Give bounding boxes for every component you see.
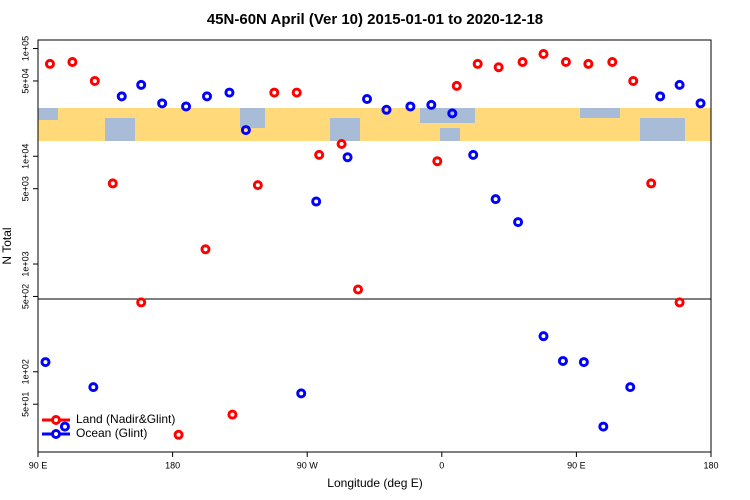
y-tick-label: 1e+02: [20, 359, 30, 384]
x-tick-label: 180: [703, 460, 718, 470]
point: [432, 156, 443, 167]
point: [557, 355, 568, 366]
x-tick-label: 0: [439, 460, 444, 470]
x-axis-label: Longitude (deg E): [327, 476, 422, 490]
chart-title: 45N-60N April (Ver 10) 2015-01-01 to 202…: [207, 11, 543, 28]
point: [224, 87, 235, 98]
point: [107, 178, 118, 189]
point: [296, 388, 307, 399]
point: [451, 80, 462, 91]
point: [311, 196, 322, 207]
point: [426, 99, 437, 110]
point: [583, 58, 594, 69]
point: [116, 91, 127, 102]
point: [674, 79, 685, 90]
point: [89, 75, 100, 86]
legend-label: Land (Nadir&Glint): [76, 412, 175, 426]
y-tick-label: 5e+01: [20, 392, 30, 417]
point: [674, 297, 685, 308]
point: [538, 48, 549, 59]
point: [44, 58, 55, 69]
point: [136, 79, 147, 90]
point: [67, 56, 78, 67]
y-tick-label: 1e+04: [20, 144, 30, 169]
legend-marker: [51, 415, 61, 425]
point: [252, 180, 263, 191]
y-tick-label: 1e+03: [20, 251, 30, 276]
x-tick-label: 180: [165, 460, 180, 470]
point: [353, 284, 364, 295]
point: [468, 149, 479, 160]
point: [447, 108, 458, 119]
point: [201, 91, 212, 102]
point: [538, 331, 549, 342]
point: [269, 87, 280, 98]
point: [88, 382, 99, 393]
point: [560, 56, 571, 67]
point: [173, 429, 184, 440]
map-strip: [38, 108, 711, 141]
point: [405, 101, 416, 112]
x-tick-label: 90 W: [297, 460, 319, 470]
point: [655, 91, 666, 102]
point: [291, 87, 302, 98]
point: [513, 217, 524, 228]
point: [240, 125, 251, 136]
point: [200, 244, 211, 255]
legend-marker: [51, 429, 61, 439]
point: [362, 94, 373, 105]
y-tick-label: 5e+02: [20, 284, 30, 309]
y-axis-label: N Total: [0, 227, 14, 264]
point: [136, 297, 147, 308]
plot-frame: [37, 39, 712, 453]
point: [314, 149, 325, 160]
y-tick-label: 1e+05: [20, 36, 30, 61]
point: [607, 56, 618, 67]
point: [59, 421, 70, 432]
point: [472, 58, 483, 69]
x-tick-label: 90 E: [29, 460, 48, 470]
point: [578, 357, 589, 368]
point: [625, 382, 636, 393]
point: [646, 178, 657, 189]
point: [227, 409, 238, 420]
point: [493, 62, 504, 73]
point: [381, 104, 392, 115]
point: [181, 101, 192, 112]
point: [628, 75, 639, 86]
point: [342, 152, 353, 163]
y-tick-label: 5e+03: [20, 176, 30, 201]
legend-label: Ocean (Glint): [76, 426, 147, 440]
point: [517, 56, 528, 67]
point: [598, 421, 609, 432]
point: [336, 138, 347, 149]
y-tick-label: 5e+04: [20, 68, 30, 93]
point: [695, 98, 706, 109]
point: [490, 194, 501, 205]
point: [40, 357, 51, 368]
x-tick-label: 90 E: [567, 460, 586, 470]
point: [157, 98, 168, 109]
